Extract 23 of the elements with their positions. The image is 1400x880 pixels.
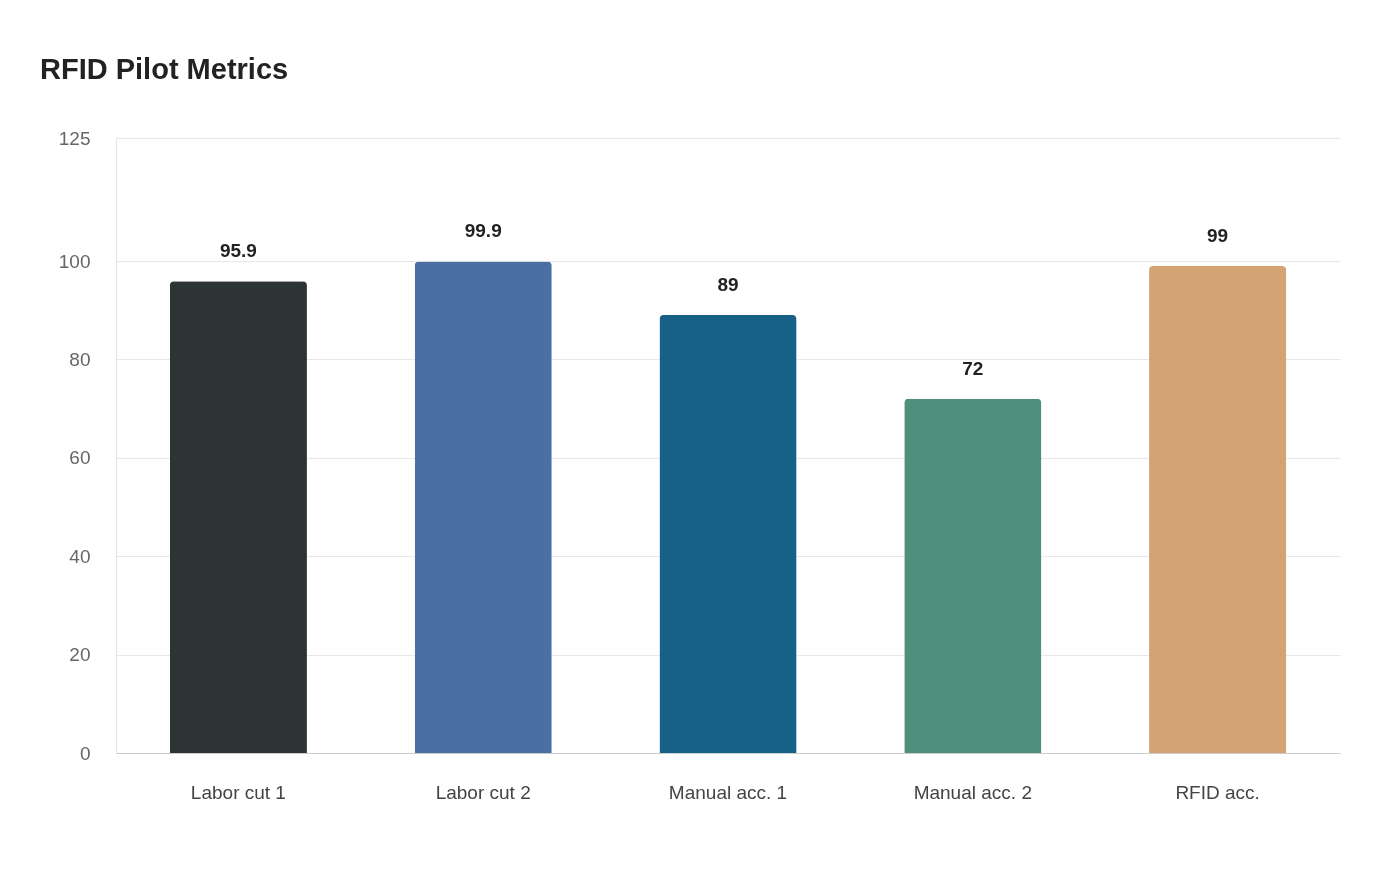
y-tick-label: 60 (69, 447, 91, 469)
x-tick-label: RFID acc. (1175, 781, 1260, 803)
y-tick-label: 20 (69, 644, 91, 666)
data-label: 89 (717, 274, 739, 296)
y-tick-label: 125 (58, 127, 91, 149)
y-tick-label: 40 (69, 545, 91, 567)
bar (659, 315, 797, 753)
bar (1149, 265, 1287, 753)
data-label: 99.9 (464, 220, 502, 242)
chart-title: RFID Pilot Metrics (40, 53, 289, 85)
bar (414, 261, 552, 753)
y-tick-label: 100 (58, 250, 91, 272)
data-label: 72 (962, 357, 984, 379)
y-tick-label: 0 (79, 742, 91, 764)
x-tick-label: Labor cut 1 (190, 781, 286, 803)
data-label: 99 (1207, 224, 1229, 246)
bar (169, 281, 307, 753)
x-tick-label: Manual acc. 1 (668, 781, 788, 803)
x-tick-label: Labor cut 2 (435, 781, 531, 803)
bar (904, 398, 1042, 753)
data-label: 95.9 (219, 240, 257, 262)
x-tick-label: Manual acc. 2 (913, 781, 1032, 803)
y-tick-label: 80 (69, 348, 91, 370)
